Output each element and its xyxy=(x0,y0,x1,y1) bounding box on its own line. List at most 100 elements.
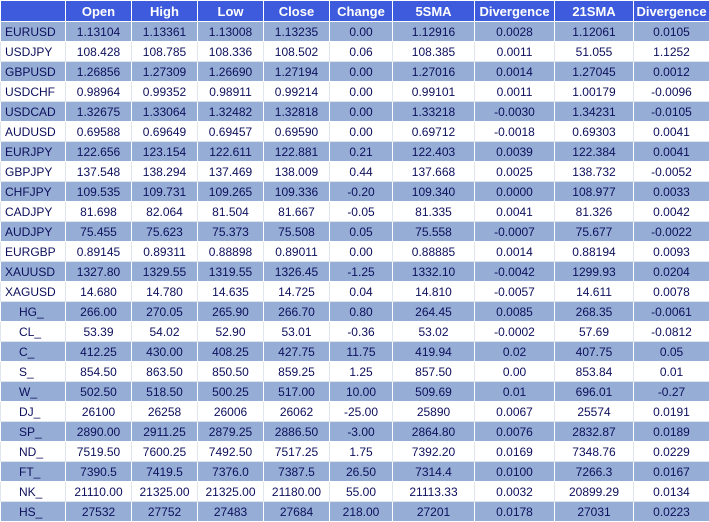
value-cell: 0.0067 xyxy=(475,402,555,422)
symbol-cell: HS_ xyxy=(1,502,66,522)
symbol-cell: GBPJPY xyxy=(1,162,66,182)
value-cell: 0.88194 xyxy=(555,242,634,262)
value-cell: 137.548 xyxy=(66,162,132,182)
value-cell: 1319.55 xyxy=(198,262,264,282)
symbol-cell: C_ xyxy=(1,342,66,362)
value-cell: -25.00 xyxy=(330,402,393,422)
value-cell: 82.064 xyxy=(132,202,198,222)
value-cell: 430.00 xyxy=(132,342,198,362)
value-cell: 55.00 xyxy=(330,482,393,502)
value-cell: 0.0105 xyxy=(634,22,709,42)
value-cell: 0.99101 xyxy=(393,82,475,102)
value-cell: 1.13008 xyxy=(198,22,264,42)
value-cell: 25574 xyxy=(555,402,634,422)
value-cell: 1.25 xyxy=(330,362,393,382)
value-cell: 53.02 xyxy=(393,322,475,342)
value-cell: 75.558 xyxy=(393,222,475,242)
value-cell: -0.0022 xyxy=(634,222,709,242)
value-cell: -0.0061 xyxy=(634,302,709,322)
value-cell: 1.27194 xyxy=(264,62,330,82)
value-cell: 0.0078 xyxy=(634,282,709,302)
value-cell: 0.69712 xyxy=(393,122,475,142)
value-cell: 27201 xyxy=(393,502,475,522)
value-cell: 51.055 xyxy=(555,42,634,62)
value-cell: 2864.80 xyxy=(393,422,475,442)
value-cell: 81.698 xyxy=(66,202,132,222)
value-cell: 265.90 xyxy=(198,302,264,322)
value-cell: 1.13235 xyxy=(264,22,330,42)
value-cell: 1.27045 xyxy=(555,62,634,82)
value-cell: 1.34231 xyxy=(555,102,634,122)
value-cell: 0.0178 xyxy=(475,502,555,522)
value-cell: 0.80 xyxy=(330,302,393,322)
value-cell: 0.0093 xyxy=(634,242,709,262)
value-cell: 109.535 xyxy=(66,182,132,202)
value-cell: 7348.76 xyxy=(555,442,634,462)
value-cell: 0.0076 xyxy=(475,422,555,442)
value-cell: 1.32482 xyxy=(198,102,264,122)
value-cell: 109.731 xyxy=(132,182,198,202)
value-cell: -0.27 xyxy=(634,382,709,402)
value-cell: 0.44 xyxy=(330,162,393,182)
value-cell: 518.50 xyxy=(132,382,198,402)
value-cell: 0.69303 xyxy=(555,122,634,142)
symbol-cell: DJ_ xyxy=(1,402,66,422)
value-cell: 854.50 xyxy=(66,362,132,382)
symbol-cell: CADJPY xyxy=(1,202,66,222)
value-cell: 0.0041 xyxy=(634,142,709,162)
value-cell: 0.00 xyxy=(330,22,393,42)
value-cell: 2879.25 xyxy=(198,422,264,442)
value-cell: -0.0812 xyxy=(634,322,709,342)
header-divergence-9: Divergence xyxy=(634,1,709,22)
value-cell: 108.336 xyxy=(198,42,264,62)
value-cell: 109.265 xyxy=(198,182,264,202)
value-cell: -0.0057 xyxy=(475,282,555,302)
symbol-cell: FT_ xyxy=(1,462,66,482)
value-cell: 122.403 xyxy=(393,142,475,162)
symbol-cell: ND_ xyxy=(1,442,66,462)
value-cell: 0.0000 xyxy=(475,182,555,202)
value-cell: 1327.80 xyxy=(66,262,132,282)
value-cell: 2832.87 xyxy=(555,422,634,442)
value-cell: 264.45 xyxy=(393,302,475,322)
value-cell: 500.25 xyxy=(198,382,264,402)
value-cell: -0.0002 xyxy=(475,322,555,342)
value-cell: 26062 xyxy=(264,402,330,422)
value-cell: 696.01 xyxy=(555,382,634,402)
value-cell: 0.99214 xyxy=(264,82,330,102)
value-cell: 0.0014 xyxy=(475,62,555,82)
value-cell: 407.75 xyxy=(555,342,634,362)
value-cell: -0.0030 xyxy=(475,102,555,122)
symbol-cell: NK_ xyxy=(1,482,66,502)
value-cell: 0.00 xyxy=(330,82,393,102)
value-cell: 408.25 xyxy=(198,342,264,362)
value-cell: -0.0052 xyxy=(634,162,709,182)
value-cell: 0.69457 xyxy=(198,122,264,142)
value-cell: 75.455 xyxy=(66,222,132,242)
value-cell: 1.12061 xyxy=(555,22,634,42)
value-cell: 7492.50 xyxy=(198,442,264,462)
value-cell: 138.009 xyxy=(264,162,330,182)
value-cell: 52.90 xyxy=(198,322,264,342)
value-cell: 26006 xyxy=(198,402,264,422)
value-cell: 7517.25 xyxy=(264,442,330,462)
symbol-cell: USDCAD xyxy=(1,102,66,122)
value-cell: 7314.4 xyxy=(393,462,475,482)
value-cell: 0.0167 xyxy=(634,462,709,482)
value-cell: 0.0229 xyxy=(634,442,709,462)
value-cell: 108.785 xyxy=(132,42,198,62)
